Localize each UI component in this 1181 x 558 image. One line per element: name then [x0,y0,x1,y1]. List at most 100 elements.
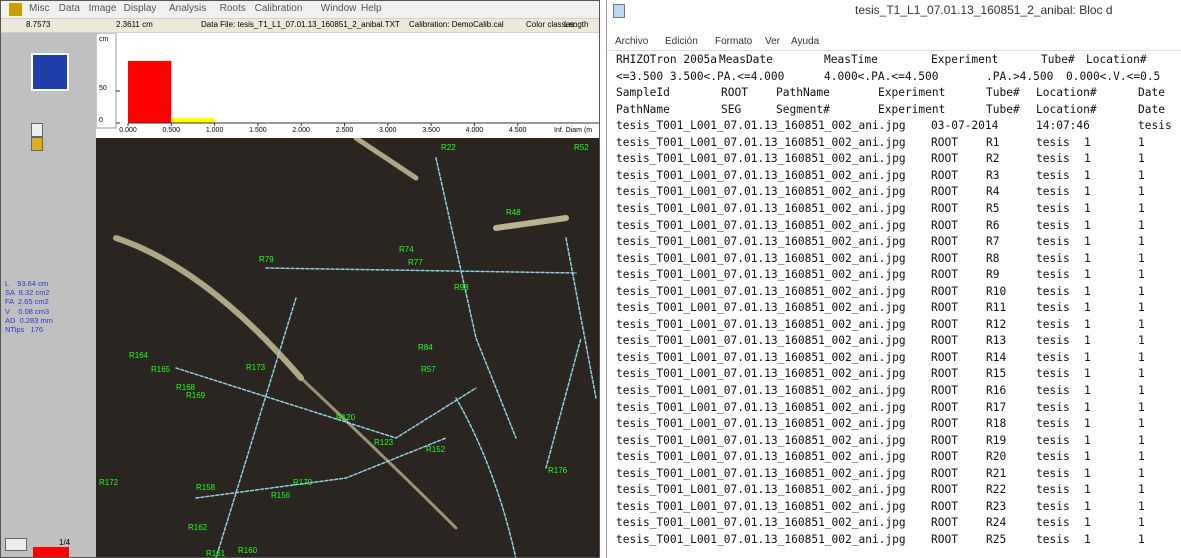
x-tick-label: 4.000 [466,127,484,134]
menu-item[interactable]: Roots [219,3,246,14]
y-tick-label: 0 [99,117,103,124]
text-cell: 1 [1084,201,1091,215]
stat: SA 8.32 cm2 [5,288,50,298]
toolbar-field: Calibration: DemoCalib.cal [409,20,504,29]
text-cell: tesis_T001_L001_07.01.13_160851_002_ani.… [616,334,906,348]
text-cell: ROOT [931,516,958,530]
text-cell: tesis [1036,384,1070,397]
menu-item[interactable]: Ver [765,36,781,47]
text-cell: 1 [1084,350,1091,364]
save-icon[interactable] [31,53,69,91]
text-cell: tesis_T001_L001_07.01.13_160851_002_ani.… [616,317,906,331]
text-cell: 14:07:46 [1036,119,1090,133]
root [545,337,582,469]
text-area: RHIZOTron 2005a MeasDate MeasTime Experimen… [607,0,1181,558]
text-cell: 1 [1138,400,1145,414]
text-cell: 1 [1084,433,1091,447]
text-cell: R11 [986,301,1007,315]
text-cell: ROOT [931,152,958,166]
menu-item[interactable]: Formato [715,36,753,47]
text-cell: tesis_T001_L001_07.01.13_160851_002_ani.… [616,301,906,315]
text-cell: 0.000<.V.<=0.5 [1066,69,1161,83]
text-cell: ROOT [931,400,958,414]
menu-item[interactable]: Misc [29,3,50,14]
text-cell: 1 [1138,450,1145,464]
text-cell: tesis_T001_L001_07.01.13_160851_002_ani.… [616,417,906,431]
tool-icon[interactable] [31,137,43,151]
text-cell: 1 [1084,516,1091,530]
text-cell: tesis [1036,450,1070,464]
text-cell: 1 [1138,235,1145,249]
menu-item[interactable]: Data [58,3,80,14]
root-label: R84 [418,343,433,352]
text-cell: tesis [1036,400,1070,414]
menu-item[interactable]: Edición [665,36,698,47]
root [435,157,517,439]
text-cell: 1 [1084,301,1091,315]
root-label: R165 [151,365,171,374]
toolbar-field: Length [564,20,589,29]
text-cell: 1 [1084,185,1091,199]
menu-item[interactable]: Archivo [615,36,649,47]
text-cell: Segment# [776,102,830,116]
toolbar: 8.7573 2.3611 cm Data File: tesis_T1_L1_07… [1,19,599,32]
menu-item[interactable]: Ayuda [791,36,820,47]
x-tick-label: 4.500 [509,127,527,134]
toolbar-field: Color classes: [526,20,577,29]
stat: NTips 176 [5,325,44,334]
text-cell: R21 [986,466,1007,480]
text-cell: 1 [1084,384,1091,397]
root [265,267,577,274]
text-cell: tesis [1036,433,1070,447]
root-label: R170 [293,478,313,487]
text-cell: ROOT [931,367,958,381]
text-cell: Date [1138,102,1165,116]
menu-item[interactable]: Analysis [169,3,207,14]
text-cell: Location# [1036,86,1097,100]
root-label: R158 [196,483,216,492]
text-cell: tesis [1036,483,1070,497]
text-cell: tesis_T001_L001_07.01.13_160851_002_ani.… [616,201,906,215]
text-cell: R1 [986,135,1000,149]
text-cell: tesis [1036,152,1070,166]
menu-item[interactable]: Window [320,3,357,14]
menu-item[interactable]: Display [123,3,157,14]
text-cell: R9 [986,268,1000,282]
text-cell: tesis_T001_L001_07.01.13_160851_002_ani.… [616,119,906,133]
root-label: R173 [246,363,266,372]
menu-item[interactable]: Calibration [254,3,303,14]
text-cell: RHIZOTron 2005a [616,53,718,66]
menu-item[interactable]: Help [361,3,382,14]
text-cell: R22 [986,483,1007,497]
color-swatch [33,547,69,557]
text-cell: tesis_T001_L001_07.01.13_160851_002_ani.… [616,367,906,381]
text-cell: tesis [1036,185,1070,199]
text-cell: 4.000<.PA.<=4.500 [824,69,939,83]
text-cell: R2 [986,152,1000,166]
text-cell: R20 [986,450,1007,464]
menu-item[interactable]: Image [88,3,117,14]
text-cell: ROOT [931,499,958,513]
text-cell: tesis [1036,466,1070,480]
root-label: R152 [426,445,446,454]
root [113,235,304,381]
zoom-button[interactable] [5,538,27,551]
text-cell: 1 [1138,499,1145,513]
text-cell: 1 [1084,284,1091,298]
text-cell: 1 [1084,400,1091,414]
text-cell: ROOT [931,218,958,232]
tool-icon[interactable] [31,123,43,137]
text-cell: tesis [1036,301,1070,315]
toolbar-field: Data File: tesis_T1_L1_07.01.13_160851_2… [201,20,400,29]
text-cell: ROOT [931,201,958,215]
text-cell: tesis_T001_L001_07.01.13_160851_002_ani.… [616,168,906,182]
text-cell: tesis_T001_L001_07.01.13_160851_002_ani.… [616,268,906,282]
text-cell: R19 [986,433,1007,447]
x-tick-label: 1.500 [249,127,267,134]
text-cell: 1 [1138,168,1145,182]
text-cell: 1 [1084,466,1091,480]
text-cell: 1 [1138,317,1145,331]
text-cell: ROOT [931,168,958,182]
text-cell: Experiment [931,53,999,66]
text-cell: 1 [1084,367,1091,381]
